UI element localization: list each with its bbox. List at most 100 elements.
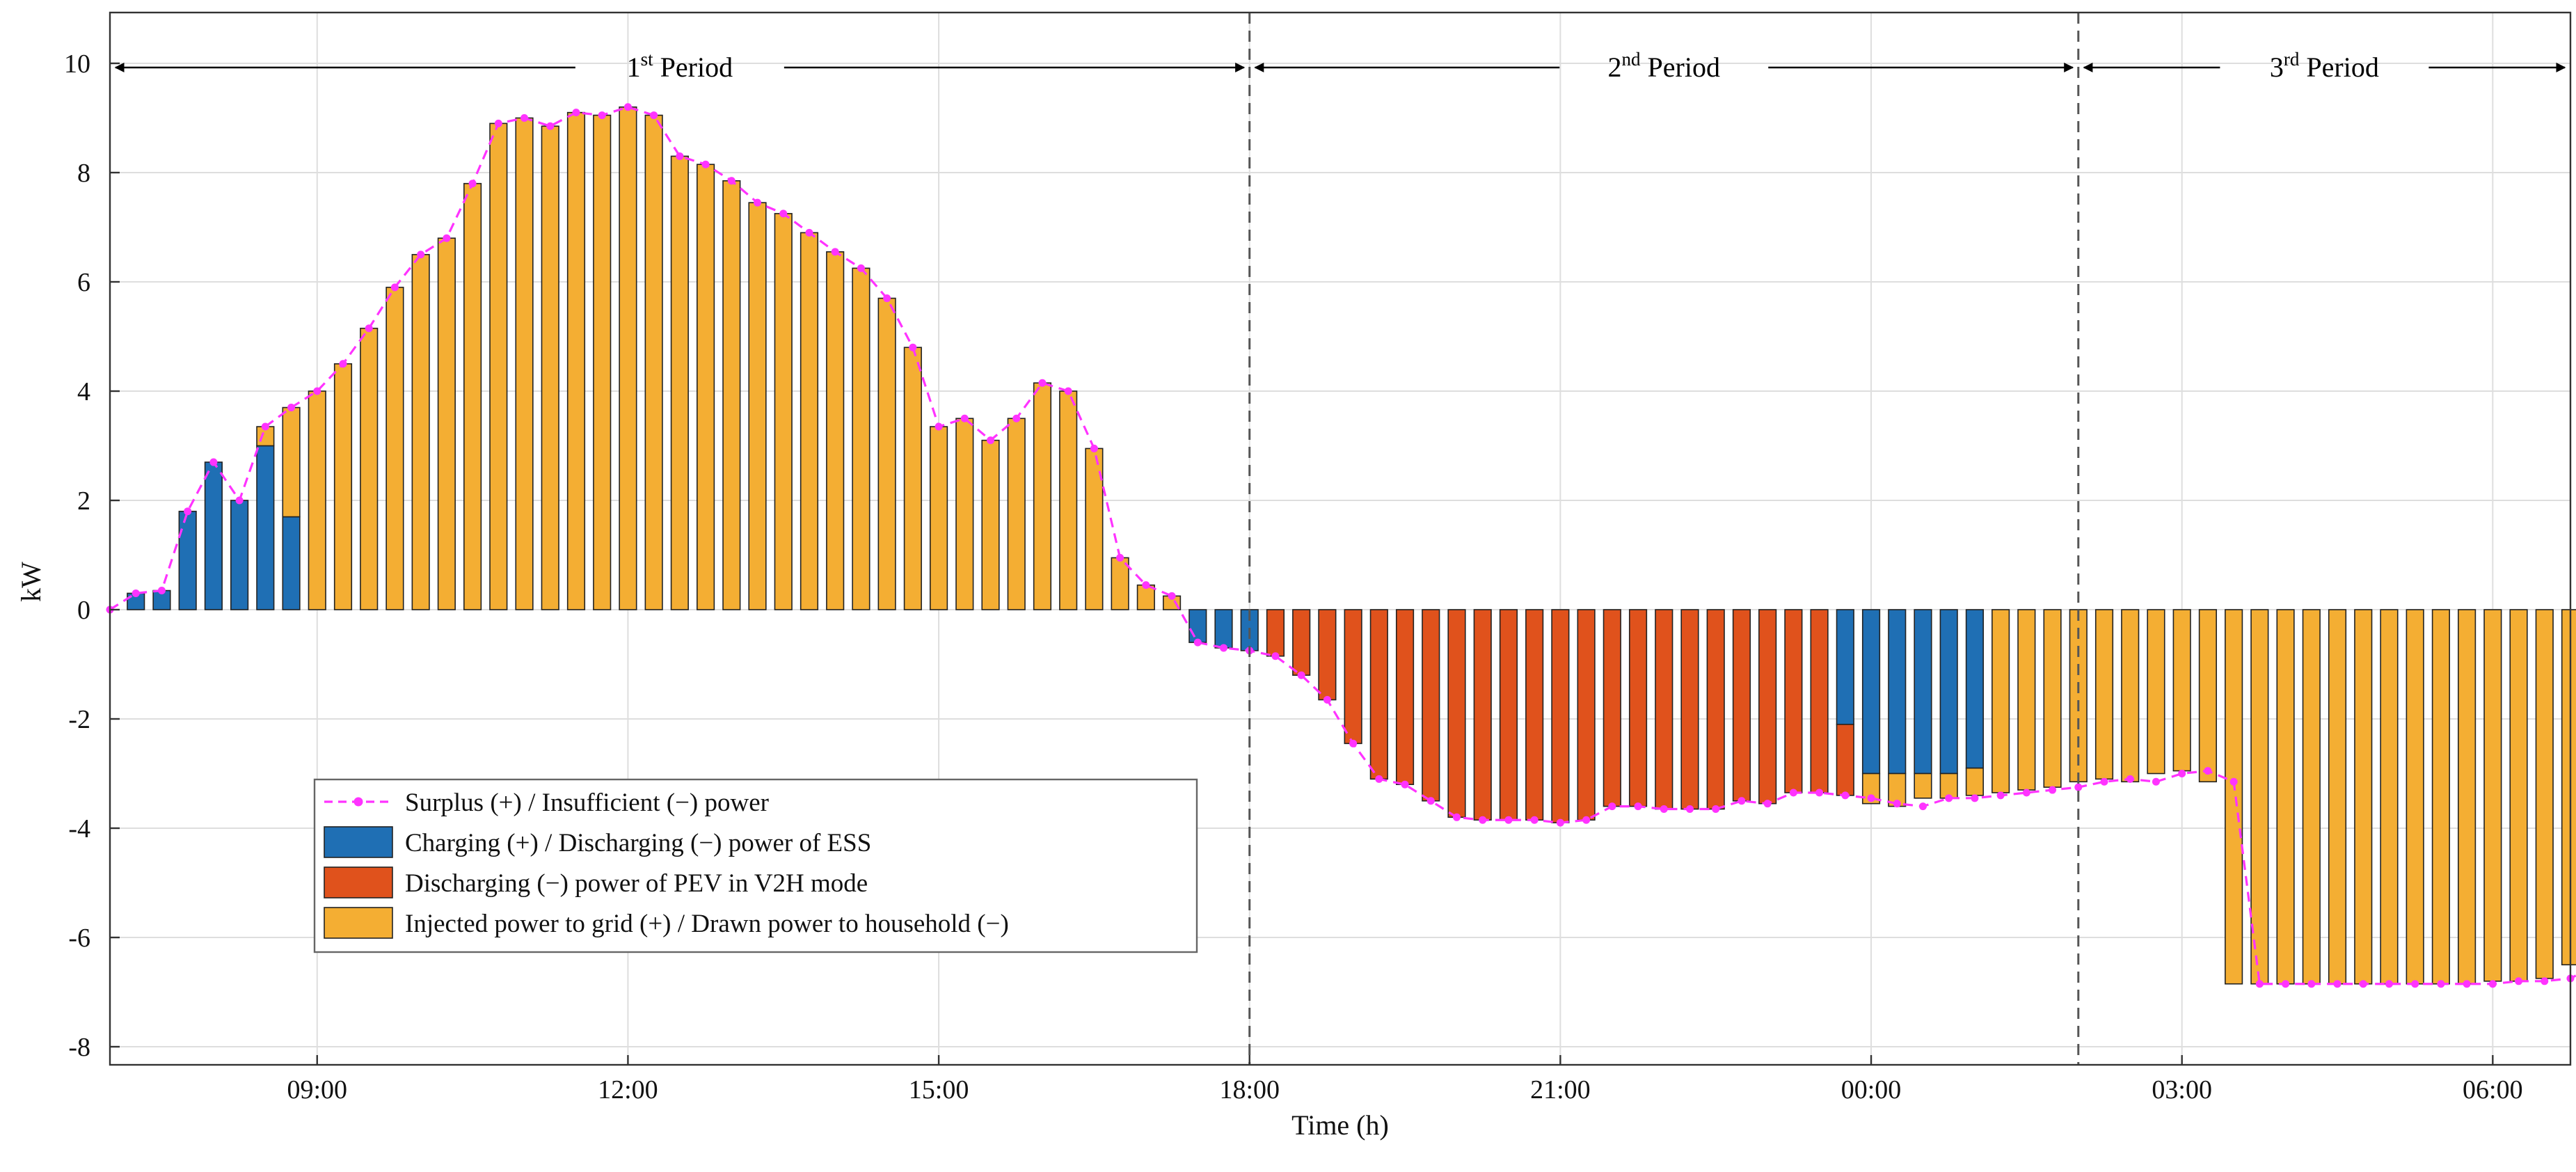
bar-grid bbox=[308, 391, 326, 610]
surplus-point bbox=[2152, 778, 2160, 786]
x-axis-label: Time (h) bbox=[1291, 1109, 1389, 1141]
bar-grid bbox=[464, 184, 482, 610]
surplus-point bbox=[469, 180, 477, 187]
bar-ess bbox=[1966, 610, 1984, 768]
bar-grid bbox=[2433, 610, 2450, 984]
legend: Surplus (+) / Insufficient (−) powerChar… bbox=[315, 779, 1197, 952]
surplus-point bbox=[805, 229, 813, 237]
bar-grid bbox=[749, 203, 766, 610]
bar-pev bbox=[1785, 610, 1802, 793]
bar-grid bbox=[645, 116, 662, 610]
surplus-point bbox=[2541, 977, 2548, 985]
bar-grid bbox=[1060, 391, 1077, 610]
x-tick-label: 15:00 bbox=[909, 1075, 969, 1104]
bar-ess bbox=[1189, 610, 1207, 642]
surplus-point bbox=[883, 294, 891, 302]
bar-grid bbox=[2044, 610, 2061, 787]
bar-pev bbox=[1681, 610, 1699, 809]
surplus-point bbox=[1841, 791, 1849, 799]
bar-grid bbox=[2096, 610, 2113, 779]
bar-ess bbox=[231, 500, 248, 610]
y-tick-label: -6 bbox=[68, 924, 90, 953]
bar-grid bbox=[2562, 610, 2576, 965]
surplus-point bbox=[832, 248, 839, 255]
surplus-point bbox=[2204, 767, 2211, 775]
bar-grid bbox=[2380, 610, 2398, 984]
surplus-point bbox=[1531, 816, 1539, 824]
y-tick-label: 10 bbox=[64, 49, 90, 79]
surplus-point bbox=[1504, 816, 1512, 824]
surplus-point bbox=[2463, 980, 2471, 988]
surplus-point bbox=[1712, 805, 1719, 813]
bar-pev bbox=[1319, 610, 1336, 700]
surplus-point bbox=[1090, 445, 1098, 452]
bar-pev bbox=[1837, 724, 1854, 795]
surplus-point bbox=[313, 388, 321, 395]
bar-grid bbox=[930, 427, 948, 610]
bar-grid bbox=[1992, 610, 2010, 793]
bar-grid bbox=[774, 214, 792, 610]
surplus-point bbox=[1660, 805, 1668, 813]
legend-entry-label: Discharging (−) power of PEV in V2H mode bbox=[405, 869, 868, 898]
surplus-point bbox=[287, 404, 295, 411]
surplus-point bbox=[961, 415, 969, 422]
bar-pev bbox=[1811, 610, 1828, 793]
bar-pev bbox=[1630, 610, 1647, 807]
surplus-point bbox=[1738, 797, 1745, 805]
surplus-point bbox=[909, 344, 916, 351]
bar-grid bbox=[283, 408, 300, 517]
bar-grid bbox=[801, 232, 818, 610]
bar-grid bbox=[2251, 610, 2268, 984]
surplus-point bbox=[2307, 980, 2315, 988]
period-number: 2 bbox=[1608, 52, 1622, 83]
bar-grid bbox=[386, 287, 404, 610]
x-tick-label: 00:00 bbox=[1841, 1075, 1902, 1104]
bar-pev bbox=[1500, 610, 1518, 820]
surplus-point bbox=[2230, 778, 2238, 786]
bar-pev bbox=[1577, 610, 1595, 820]
surplus-point bbox=[857, 264, 865, 272]
surplus-point bbox=[2178, 770, 2186, 777]
bar-ess bbox=[205, 462, 223, 610]
bar-grid bbox=[2536, 610, 2553, 979]
period-word: Period bbox=[1648, 52, 1720, 83]
bar-grid bbox=[438, 238, 456, 610]
surplus-point bbox=[209, 459, 217, 466]
period-ordinal: rd bbox=[2284, 49, 2300, 70]
surplus-point bbox=[2049, 786, 2056, 794]
surplus-point bbox=[598, 111, 606, 119]
bar-grid bbox=[2122, 610, 2139, 782]
surplus-point bbox=[495, 120, 502, 127]
bar-grid bbox=[827, 252, 844, 610]
period-dividers bbox=[1250, 13, 2078, 1065]
surplus-point bbox=[650, 111, 658, 119]
surplus-point bbox=[365, 324, 373, 332]
surplus-point bbox=[2256, 980, 2264, 988]
bar-pev bbox=[1655, 610, 1673, 809]
bar-grid bbox=[697, 164, 715, 610]
bar-grid bbox=[541, 126, 559, 610]
surplus-point bbox=[1375, 775, 1383, 783]
surplus-point bbox=[2385, 980, 2393, 988]
bar-pev bbox=[1733, 610, 1751, 801]
y-tick-label: 6 bbox=[77, 268, 90, 297]
period-number: 1 bbox=[627, 52, 641, 83]
bar-grid bbox=[2200, 610, 2217, 782]
bar-grid bbox=[594, 116, 611, 610]
bar-pev bbox=[1474, 610, 1491, 820]
bar-grid bbox=[516, 118, 533, 610]
bar-grid bbox=[335, 364, 352, 610]
surplus-point bbox=[2074, 784, 2082, 791]
surplus-point bbox=[1298, 672, 1305, 679]
surplus-point bbox=[2515, 977, 2522, 985]
bar-ess bbox=[1837, 610, 1854, 724]
bar-grid bbox=[671, 156, 689, 610]
surplus-point bbox=[339, 360, 347, 367]
bar-grid bbox=[1966, 768, 1984, 795]
bar-grid bbox=[2510, 610, 2527, 981]
period-ordinal: nd bbox=[1622, 49, 1641, 70]
surplus-point bbox=[184, 507, 191, 515]
surplus-point bbox=[1635, 802, 1642, 810]
surplus-point bbox=[1349, 740, 1357, 747]
